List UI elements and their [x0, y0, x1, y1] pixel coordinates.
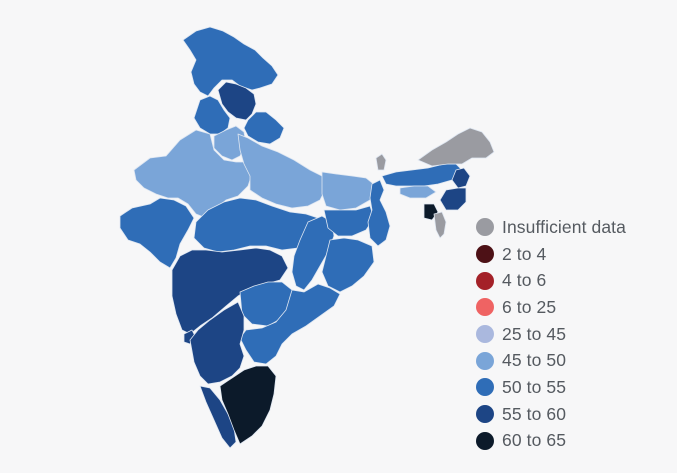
state-gujarat[interactable]: [119, 197, 195, 269]
state-nagaland[interactable]: [451, 167, 471, 189]
legend-label: 60 to 65: [502, 430, 567, 451]
state-tamil-nadu[interactable]: [219, 365, 277, 445]
state-karnataka[interactable]: [189, 301, 245, 385]
legend-swatch-icon: [476, 271, 494, 290]
legend-item[interactable]: 45 to 50: [476, 347, 671, 374]
legend-label: 6 to 25: [502, 296, 557, 317]
legend-label: 4 to 6: [502, 270, 547, 291]
state-meghalaya[interactable]: [399, 185, 437, 199]
legend-item[interactable]: 2 to 4: [476, 241, 671, 268]
state-manipur[interactable]: [439, 187, 467, 211]
state-bihar[interactable]: [321, 171, 377, 211]
legend-label: Insufficient data: [502, 216, 626, 237]
state-mizoram[interactable]: [433, 211, 447, 239]
state-odisha[interactable]: [321, 237, 375, 293]
legend-label: 50 to 55: [502, 376, 567, 397]
legend-item[interactable]: 6 to 25: [476, 294, 671, 321]
legend-swatch-icon: [476, 351, 494, 370]
legend-item[interactable]: 50 to 55: [476, 374, 671, 401]
legend-swatch-icon: [476, 218, 494, 237]
state-jammu-kashmir[interactable]: [182, 26, 279, 97]
legend-swatch-icon: [476, 378, 494, 397]
legend-label: 55 to 60: [502, 403, 567, 424]
state-west-bengal[interactable]: [367, 179, 391, 247]
state-himachal-pradesh[interactable]: [217, 81, 257, 121]
legend-item[interactable]: Insufficient data: [476, 214, 671, 241]
legend-label: 45 to 50: [502, 350, 567, 371]
legend-item[interactable]: 4 to 6: [476, 267, 671, 294]
legend-swatch-icon: [476, 245, 494, 264]
legend-swatch-icon: [476, 298, 494, 317]
state-sikkim[interactable]: [375, 153, 387, 171]
legend-swatch-icon: [476, 325, 494, 344]
legend-label: 25 to 45: [502, 323, 567, 344]
state-arunachal-pradesh[interactable]: [417, 127, 495, 167]
state-uttarakhand[interactable]: [243, 111, 285, 145]
legend-item[interactable]: 25 to 45: [476, 321, 671, 348]
state-kerala[interactable]: [199, 385, 237, 449]
legend: Insufficient data 2 to 4 4 to 6 6 to 25 …: [476, 214, 671, 454]
state-rajasthan[interactable]: [133, 129, 253, 219]
legend-item[interactable]: 55 to 60: [476, 401, 671, 428]
state-uttar-pradesh[interactable]: [237, 133, 327, 209]
legend-swatch-icon: [476, 431, 494, 450]
legend-label: 2 to 4: [502, 243, 547, 264]
legend-swatch-icon: [476, 405, 494, 424]
state-punjab[interactable]: [193, 95, 231, 135]
state-andhra-pradesh[interactable]: [239, 283, 341, 365]
state-assam[interactable]: [381, 163, 465, 187]
legend-item[interactable]: 60 to 65: [476, 428, 671, 455]
